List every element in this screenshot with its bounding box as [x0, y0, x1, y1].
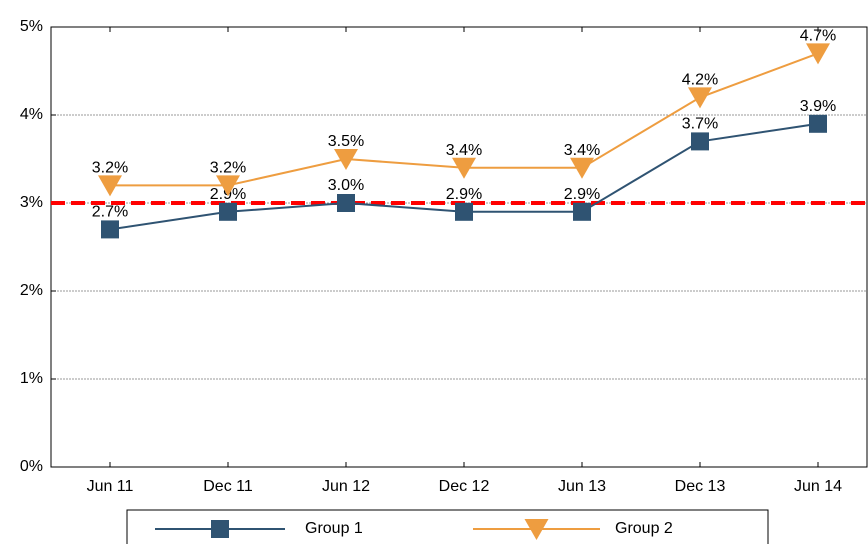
data-label: 4.2% — [682, 72, 718, 89]
marker — [573, 202, 591, 221]
data-label: 3.0% — [328, 177, 364, 194]
x-tick-label: Jun 11 — [87, 478, 134, 495]
data-label: 2.9% — [446, 186, 482, 203]
data-label: 3.4% — [446, 142, 482, 159]
marker — [806, 43, 830, 65]
legend-box — [126, 509, 769, 544]
legend-label: Group 2 — [615, 520, 673, 537]
x-tick-label: Dec 13 — [675, 478, 726, 495]
x-tick-label: Dec 11 — [203, 478, 253, 495]
plot-frame — [50, 26, 868, 468]
y-tick-label: 4% — [20, 106, 43, 123]
y-tick-label: 1% — [20, 370, 43, 387]
y-tick-label: 2% — [20, 282, 43, 299]
marker — [334, 149, 358, 170]
y-tick-label: 0% — [20, 458, 43, 475]
x-tick-label: Jun 14 — [794, 478, 842, 495]
marker — [809, 114, 827, 133]
data-label: 3.4% — [564, 142, 600, 159]
y-tick-label: 3% — [20, 194, 43, 211]
data-label: 3.9% — [800, 98, 836, 115]
marker — [570, 157, 594, 179]
marker — [688, 87, 712, 109]
y-tick-label: 5% — [20, 18, 43, 35]
legend-label: Group 1 — [305, 520, 363, 537]
marker — [455, 202, 473, 221]
x-tick-label: Jun 12 — [322, 478, 370, 495]
marker — [691, 132, 709, 151]
x-tick-label: Dec 12 — [439, 478, 490, 495]
marker — [101, 220, 119, 239]
marker — [524, 519, 549, 540]
data-label: 2.9% — [564, 186, 600, 203]
data-label: 4.7% — [800, 28, 836, 45]
data-label: 3.5% — [328, 133, 364, 150]
marker — [98, 175, 122, 197]
data-label: 2.7% — [92, 204, 128, 221]
marker — [211, 520, 229, 538]
data-label: 3.7% — [682, 116, 718, 133]
marker — [216, 175, 240, 197]
data-label: 3.2% — [92, 160, 128, 177]
data-label: 3.2% — [210, 160, 246, 177]
marker — [337, 194, 355, 212]
marker — [219, 202, 237, 221]
marker — [452, 157, 476, 179]
x-tick-label: Jun 13 — [558, 478, 606, 495]
